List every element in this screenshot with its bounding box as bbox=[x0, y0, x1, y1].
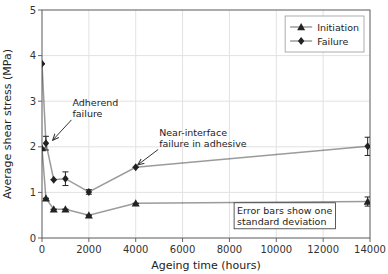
error-bar-cap bbox=[43, 149, 49, 150]
x-tick bbox=[276, 238, 277, 242]
legend-label: Initiation bbox=[317, 22, 359, 33]
legend-swatch-marker bbox=[297, 23, 305, 30]
error-bar bbox=[365, 197, 370, 206]
error-bar-cap bbox=[365, 137, 370, 138]
y-tick bbox=[38, 192, 42, 193]
annotation-text: Near-interfacefailure in adhesive bbox=[159, 127, 247, 149]
legend: Initiation Failure bbox=[285, 16, 364, 52]
x-tick-label: 2000 bbox=[76, 244, 101, 255]
y-tick bbox=[38, 238, 42, 239]
point-marker bbox=[86, 188, 92, 196]
annotations: Adherendfailure Near-interfacefailure in … bbox=[53, 97, 336, 229]
x-tick-label: 4000 bbox=[123, 244, 148, 255]
series-line bbox=[42, 148, 368, 215]
plot-background bbox=[42, 10, 370, 238]
point-marker bbox=[62, 175, 68, 183]
point-marker bbox=[364, 142, 370, 150]
y-tick-label: 4 bbox=[30, 50, 36, 61]
error-bar-cap bbox=[43, 136, 49, 137]
x-tick-label: 12000 bbox=[307, 244, 339, 255]
plot-frame bbox=[42, 10, 370, 238]
y-tick-label: 5 bbox=[30, 5, 36, 16]
annotation-text: Adherendfailure bbox=[72, 97, 118, 119]
x-tick bbox=[323, 238, 324, 242]
chart: 0 2000 4000 6000 8000 10000 12000 14000 0 1 2 3 4 5 Ag… bbox=[0, 0, 388, 274]
annotation-arrow bbox=[138, 150, 158, 165]
y-tick-label: 0 bbox=[30, 233, 36, 244]
point-marker bbox=[43, 139, 49, 147]
x-tick-label: 8000 bbox=[217, 244, 242, 255]
y-tick-label: 2 bbox=[30, 141, 36, 152]
point-marker bbox=[42, 60, 45, 68]
point-marker bbox=[51, 176, 57, 184]
x-tick-label: 0 bbox=[39, 244, 45, 255]
y-axis-label: Average shear stress (MPa) bbox=[1, 49, 14, 199]
point-marker bbox=[364, 198, 370, 205]
annotation: Adherendfailure bbox=[53, 97, 119, 140]
x-tick bbox=[229, 238, 230, 242]
series-line bbox=[42, 64, 368, 192]
legend-label: Failure bbox=[317, 36, 348, 47]
x-grid-line bbox=[182, 10, 183, 238]
x-grid-line bbox=[229, 10, 230, 238]
note-box bbox=[234, 203, 335, 229]
error-bar-cap bbox=[365, 206, 370, 207]
legend-box bbox=[285, 16, 364, 52]
error-bar bbox=[43, 136, 49, 150]
point-marker bbox=[132, 199, 140, 206]
text-line: failure in adhesive bbox=[159, 138, 247, 149]
text-line: Adherend bbox=[72, 97, 118, 108]
point-marker bbox=[42, 194, 50, 201]
text-line: failure bbox=[72, 108, 102, 119]
y-tick bbox=[38, 10, 42, 11]
x-tick bbox=[370, 238, 371, 242]
x-tick bbox=[182, 238, 183, 242]
annotation-arrow bbox=[53, 120, 72, 140]
grid bbox=[42, 10, 370, 238]
axes: 0 2000 4000 6000 8000 10000 12000 14000 0 1 2 3 4 5 bbox=[30, 5, 386, 256]
error-bar bbox=[365, 137, 370, 155]
y-tick bbox=[38, 55, 42, 56]
x-grid-line bbox=[88, 10, 89, 238]
text-line: standard deviation bbox=[237, 216, 326, 227]
error-bar-cap bbox=[62, 171, 68, 172]
x-tick bbox=[88, 238, 89, 242]
note-text: Error bars show onestandard deviation bbox=[237, 205, 332, 227]
y-grid-line bbox=[42, 55, 370, 56]
data-layer bbox=[42, 60, 370, 219]
y-tick bbox=[38, 101, 42, 102]
x-tick-label: 6000 bbox=[170, 244, 195, 255]
y-tick bbox=[38, 146, 42, 147]
legend-swatch-marker bbox=[298, 37, 304, 45]
error-bar-cap bbox=[62, 185, 68, 186]
point-marker bbox=[61, 205, 69, 212]
error-bar bbox=[62, 172, 68, 186]
text-line: Error bars show one bbox=[237, 205, 332, 216]
x-tick bbox=[135, 238, 136, 242]
error-bar-cap bbox=[365, 155, 370, 156]
y-tick-label: 1 bbox=[30, 187, 36, 198]
x-tick-label: 14000 bbox=[354, 244, 386, 255]
text-line: Near-interface bbox=[159, 127, 227, 138]
point-marker bbox=[50, 205, 58, 212]
note: Error bars show onestandard deviation bbox=[234, 203, 335, 229]
error-bar-cap bbox=[365, 196, 370, 197]
point-marker bbox=[85, 211, 93, 218]
y-tick-label: 3 bbox=[30, 96, 36, 107]
x-axis-label: Ageing time (hours) bbox=[151, 259, 261, 272]
x-tick bbox=[42, 238, 43, 242]
annotation: Near-interfacefailure in adhesive bbox=[138, 127, 247, 165]
x-tick-label: 10000 bbox=[260, 244, 292, 255]
